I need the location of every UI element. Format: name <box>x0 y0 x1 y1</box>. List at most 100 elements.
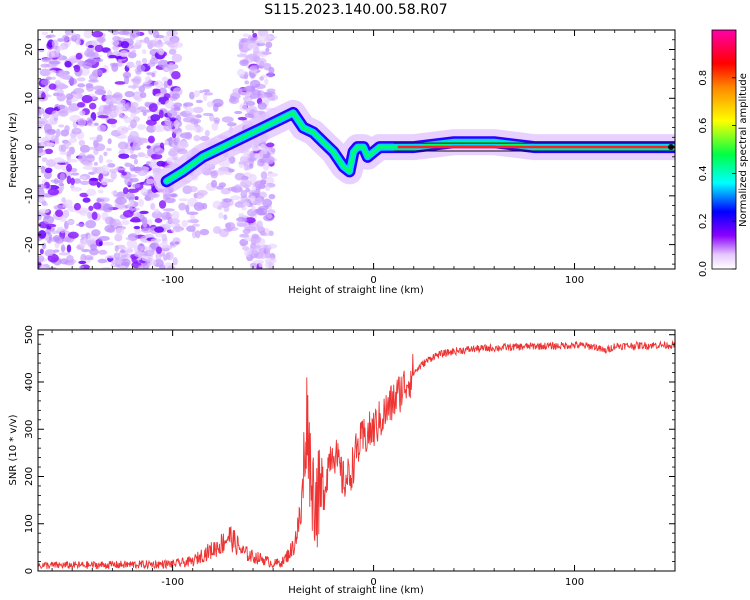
noise-blob <box>66 254 74 264</box>
noise-blob <box>91 211 98 220</box>
noise-blob <box>97 189 104 194</box>
noise-blob <box>82 162 93 166</box>
noise-blob <box>69 114 81 123</box>
noise-blob <box>230 195 241 201</box>
track-inner <box>165 111 675 183</box>
noise-blob <box>40 63 50 68</box>
noise-blob <box>187 185 198 193</box>
noise-blob <box>157 59 170 68</box>
noise-blob <box>105 98 116 105</box>
noise-blob <box>93 85 105 91</box>
x-tick-label: 100 <box>565 577 584 588</box>
noise-blob <box>193 106 204 114</box>
noise-blob <box>155 34 165 39</box>
noise-blob <box>189 213 196 220</box>
noise-blob <box>192 230 197 239</box>
noise-blob <box>71 172 80 176</box>
noise-blob <box>73 202 82 211</box>
noise-blob <box>58 124 65 128</box>
noise-blob <box>268 66 275 74</box>
noise-blob <box>134 251 145 258</box>
noise-blob <box>194 230 201 239</box>
noise-blob <box>38 48 45 53</box>
noise-blob <box>195 99 203 104</box>
noise-blob <box>53 249 60 253</box>
noise-blob <box>248 223 260 231</box>
noise-blob <box>202 112 214 117</box>
noise-blob <box>82 165 95 170</box>
noise-blob <box>140 187 148 196</box>
noise-blob <box>110 171 117 180</box>
noise-blob <box>174 223 181 233</box>
noise-blob <box>43 85 50 93</box>
noise-blob <box>139 210 149 215</box>
noise-blob <box>106 118 118 125</box>
noise-blob <box>167 79 173 86</box>
snr-ticks: -100 0 100 0 100 200 300 400 500 <box>24 325 676 588</box>
noise-blob <box>38 124 43 130</box>
noise-blob <box>174 42 184 48</box>
noise-blob <box>254 180 264 189</box>
x-tick-label: -100 <box>161 275 184 286</box>
noise-blob <box>84 49 95 58</box>
noise-blob <box>38 230 47 239</box>
noise-blob <box>146 257 153 267</box>
noise-blob <box>82 61 88 65</box>
noise-blob <box>98 154 104 164</box>
noise-blob <box>118 153 130 159</box>
noise-blob <box>159 242 169 249</box>
noise-blob <box>70 177 75 186</box>
noise-blob <box>260 171 268 180</box>
noise-blob <box>242 201 250 207</box>
noise-blob <box>106 147 112 152</box>
noise-blob <box>134 196 139 201</box>
noise-blob <box>158 200 167 209</box>
noise-blob <box>121 220 130 226</box>
noise-blob <box>64 107 75 113</box>
noise-blob <box>119 50 129 58</box>
noise-blob <box>225 222 236 230</box>
noise-blob <box>80 180 90 186</box>
noise-blob <box>153 40 164 48</box>
noise-blob <box>120 40 130 49</box>
noise-blob <box>100 165 109 175</box>
y-tick-label: -20 <box>24 236 35 252</box>
colorbar-tick-label: 0.6 <box>698 118 709 134</box>
noise-blob <box>128 199 135 206</box>
noise-blob <box>154 218 163 223</box>
noise-blob <box>114 81 126 85</box>
noise-blob <box>243 85 256 92</box>
noise-blob <box>150 202 156 211</box>
noise-blob <box>130 30 141 38</box>
noise-blob <box>77 83 86 88</box>
noise-blob <box>105 159 113 164</box>
noise-blob <box>124 91 135 98</box>
noise-blob <box>98 241 103 246</box>
noise-blob <box>168 218 181 224</box>
noise-blob <box>98 249 108 255</box>
noise-blob <box>262 198 273 208</box>
noise-blob <box>75 52 83 60</box>
noise-blob <box>154 93 166 98</box>
noise-blob <box>262 162 270 171</box>
noise-blob <box>45 34 52 39</box>
spectrogram-frame <box>37 29 676 270</box>
noise-blob <box>210 170 219 179</box>
noise-blob <box>193 126 204 133</box>
noise-blob <box>47 253 59 263</box>
noise-blob <box>167 265 176 269</box>
spectrogram-signal-track <box>153 99 675 195</box>
noise-blob <box>76 101 85 108</box>
y-tick-label: 500 <box>24 325 35 344</box>
noise-blob <box>171 53 183 63</box>
noise-blob <box>140 227 153 233</box>
noise-blob <box>249 79 261 88</box>
noise-blob <box>163 80 168 89</box>
noise-blob <box>38 147 44 154</box>
noise-blob <box>77 117 87 127</box>
noise-blob <box>40 79 50 86</box>
noise-blob <box>114 167 127 171</box>
noise-blob <box>122 209 134 218</box>
noise-blob <box>112 45 120 51</box>
noise-blob <box>94 89 107 96</box>
